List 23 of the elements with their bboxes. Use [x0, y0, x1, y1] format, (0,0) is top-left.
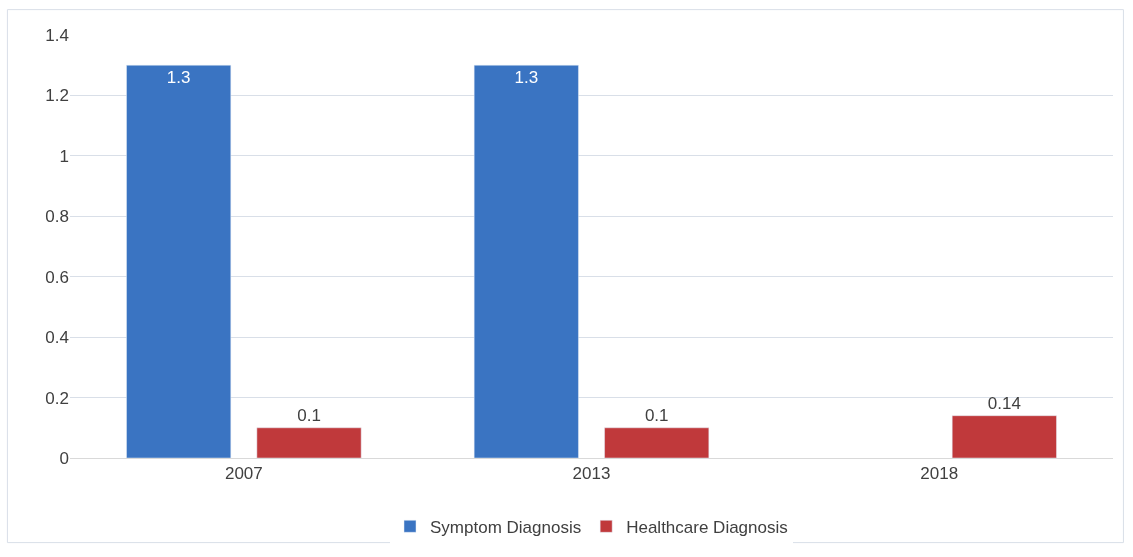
data-label: 1.3: [514, 68, 539, 88]
y-tick-label: 0.6: [45, 267, 69, 287]
data-label: 0.1: [297, 405, 321, 425]
x-tick-label: 2018: [920, 464, 959, 484]
data-label: 0.1: [644, 405, 669, 425]
x-tick-label: 2007: [224, 464, 263, 484]
y-tick-label: 0.2: [45, 388, 69, 408]
x-tick-label: 2013: [572, 464, 611, 484]
legend-label: Symptom Diagnosis: [430, 517, 582, 537]
y-tick-label: 1.4: [45, 25, 69, 45]
y-tick-label: 1: [59, 146, 69, 166]
legend-label: Healthcare Diagnosis: [626, 517, 788, 537]
bar: [126, 64, 232, 458]
y-tick-label: 0.8: [45, 207, 69, 227]
data-label: 1.3: [166, 68, 191, 88]
y-tick-label: 0: [59, 448, 69, 468]
data-label: 0.14: [987, 393, 1021, 413]
bar: [473, 64, 579, 458]
y-tick-label: 1.2: [45, 86, 69, 106]
bar: [256, 427, 362, 458]
bar: [951, 415, 1057, 458]
y-tick-label: 0.4: [45, 328, 69, 348]
bar: [604, 427, 710, 458]
